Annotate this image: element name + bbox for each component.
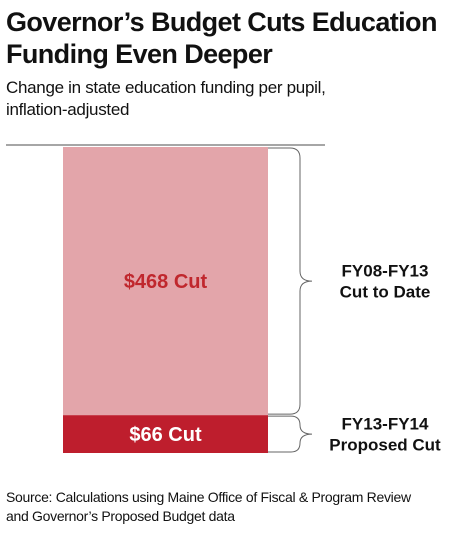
- chart-subtitle: Change in state education funding per pu…: [6, 77, 446, 121]
- source-note: Source: Calculations using Maine Office …: [6, 488, 446, 526]
- subtitle-line-1: Change in state education funding per pu…: [6, 78, 326, 97]
- bracket-label-1-line-1: Proposed Cut: [329, 436, 441, 455]
- bracket-1: [268, 415, 313, 453]
- bar-value-label-0: $468 Cut: [124, 271, 208, 293]
- bar-value-label-1: $66 Cut: [129, 424, 202, 446]
- title-line-1: Governor’s Budget Cuts Education: [6, 7, 437, 37]
- bracket-label-0-line-0: FY08-FY13: [342, 262, 429, 281]
- bar-group: [63, 147, 268, 453]
- source-line-1: Source: Calculations using Maine Office …: [6, 489, 411, 505]
- stacked-bar-chart: $468 Cut FY08-FY13 Cut to Date $66 Cut FY13-…: [6, 144, 441, 455]
- label-group: $468 Cut FY08-FY13 Cut to Date $66 Cut FY13-…: [124, 147, 441, 455]
- bar-segment-1: [63, 415, 268, 453]
- subtitle-line-2: inflation-adjusted: [6, 100, 130, 119]
- bracket-label-1-line-0: FY13-FY14: [342, 415, 429, 434]
- chart-title: Governor’s Budget Cuts Education Funding…: [6, 6, 446, 70]
- bracket-label-0-line-1: Cut to Date: [340, 283, 431, 302]
- bracket-0: [268, 147, 313, 415]
- bar-segment-0: [63, 147, 268, 416]
- source-line-2: and Governor’s Proposed Budget data: [6, 508, 235, 524]
- title-line-2: Funding Even Deeper: [6, 39, 273, 69]
